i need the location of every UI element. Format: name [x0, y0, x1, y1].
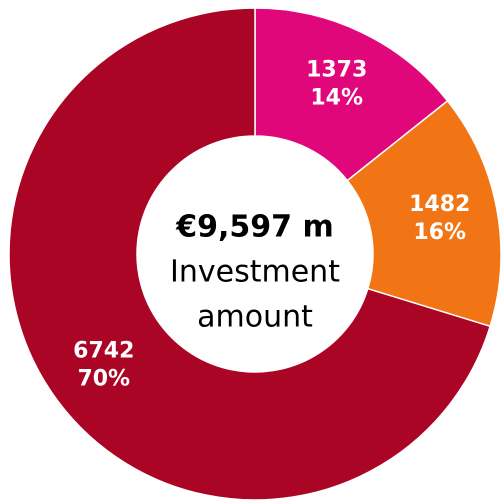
center-label: €9,597 m — [175, 210, 333, 245]
percent-label: 16% — [413, 220, 466, 245]
slices — [8, 7, 502, 501]
center-text: Investment — [170, 255, 340, 290]
percent-label: 14% — [310, 86, 363, 111]
percent-label: 70% — [77, 367, 130, 392]
slice — [254, 7, 449, 182]
value-label: 1373 — [306, 58, 367, 83]
center-text: amount — [197, 300, 313, 335]
value-label: 1482 — [409, 192, 470, 217]
slice — [8, 7, 492, 501]
value-label: 6742 — [73, 339, 134, 364]
slice — [346, 99, 502, 328]
